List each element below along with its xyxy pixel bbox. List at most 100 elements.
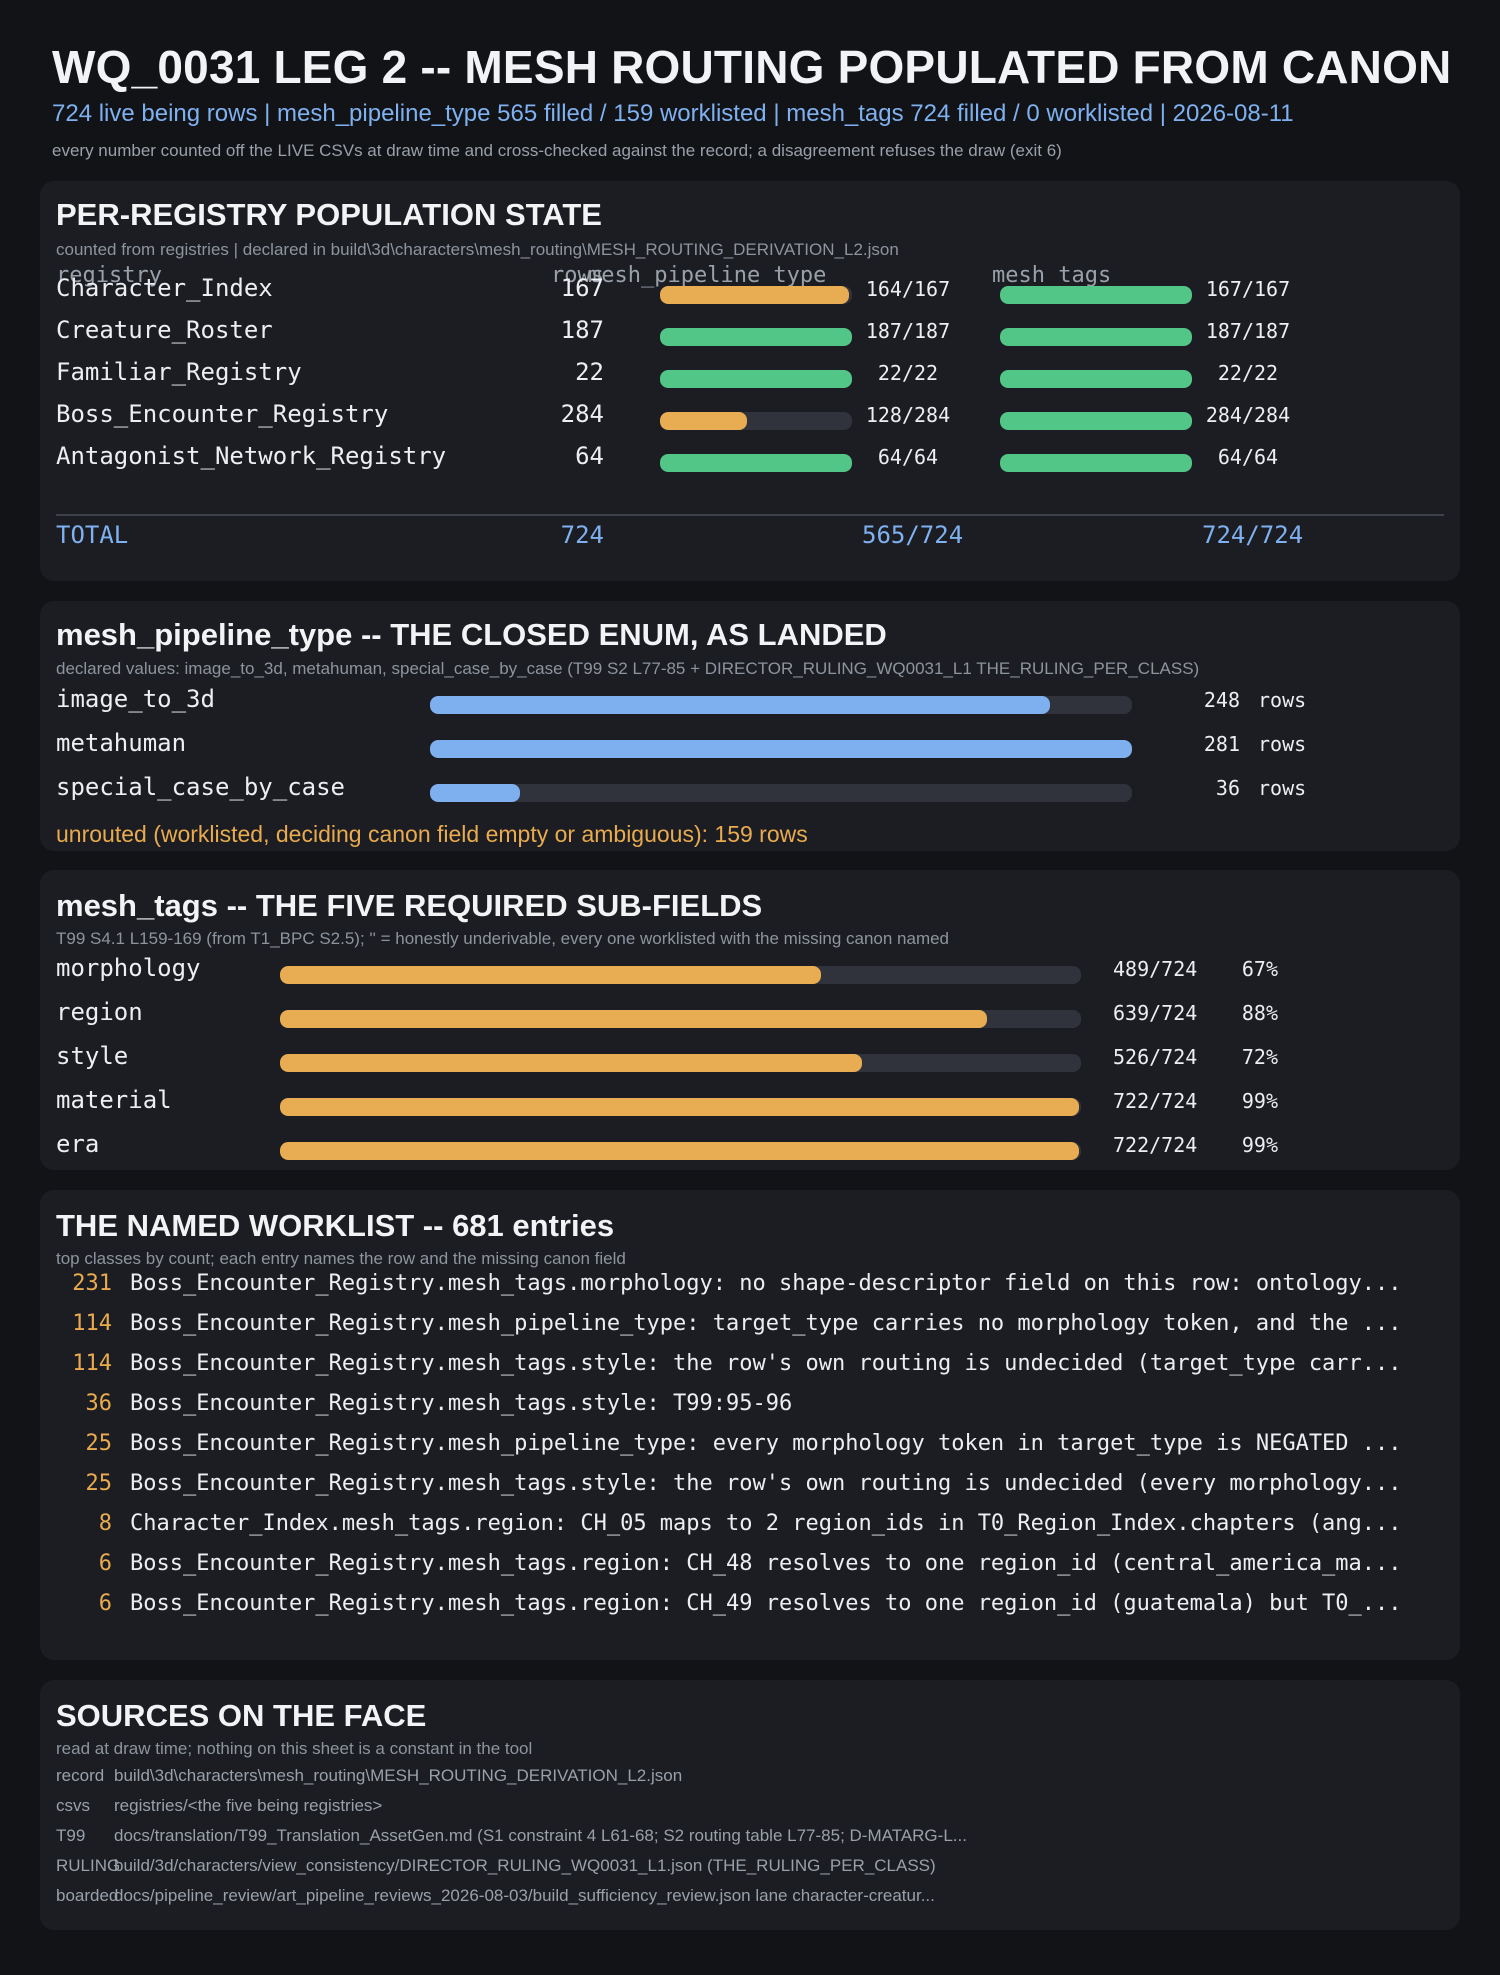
enum-panel-subtitle: declared values: image_to_3d, metahuman,… [56, 659, 1200, 678]
worklist-entry: Boss_Encounter_Registry.mesh_tags.style:… [130, 1391, 793, 1416]
tags-bar-track [1000, 412, 1192, 430]
worklist-panel-title: THE NAMED WORKLIST -- 681 entries [56, 1208, 615, 1243]
registry-name: Creature_Roster [56, 316, 273, 344]
source-value: docs/translation/T99_Translation_AssetGe… [114, 1826, 967, 1845]
enum-label: special_case_by_case [56, 773, 345, 801]
tag-field-label: era [56, 1130, 100, 1158]
worklist-count: 6 [98, 1551, 112, 1576]
total-divider [56, 514, 1444, 516]
col-header-rows: rows [551, 263, 604, 288]
pipeline-bar-label: 128/284 [865, 403, 951, 427]
worklist-entry: Boss_Encounter_Registry.mesh_pipeline_ty… [130, 1431, 1402, 1456]
registry-name: Familiar_Registry [56, 358, 302, 386]
worklist-entry: Boss_Encounter_Registry.mesh_tags.region… [130, 1551, 1402, 1576]
enum-bar-fill [430, 740, 1132, 758]
worklist-entry: Boss_Encounter_Registry.mesh_tags.style:… [130, 1471, 1402, 1496]
total-pipeline: 565/724 [862, 521, 964, 549]
tag-bar-track [280, 1010, 1081, 1028]
worklist-entry: Boss_Encounter_Registry.mesh_pipeline_ty… [130, 1311, 1402, 1336]
enum-bar-track [430, 740, 1132, 758]
tags-bar-fill [1000, 412, 1192, 430]
source-value: build\3d\characters\mesh_routing\MESH_RO… [114, 1766, 683, 1785]
tag-count: 639/724 [1113, 1001, 1198, 1025]
tags-bar-fill [1000, 370, 1192, 388]
source-value: build/3d/characters/view_consistency/DIR… [114, 1856, 936, 1875]
enum-bar-track [430, 784, 1132, 802]
worklist-count: 114 [72, 1311, 112, 1336]
tag-bar-fill [280, 966, 821, 984]
worklist-entry: Boss_Encounter_Registry.mesh_tags.style:… [130, 1351, 1402, 1376]
registry-rows-count: 187 [560, 316, 604, 344]
pipeline-bar-label: 164/167 [865, 277, 951, 301]
registry-name: Boss_Encounter_Registry [56, 400, 389, 428]
enum-unit: rows [1258, 776, 1307, 800]
source-line: RULINGbuild/3d/characters/view_consisten… [56, 1856, 936, 1876]
tags-bar-label: 167/167 [1205, 277, 1291, 301]
source-key: T99 [56, 1826, 86, 1845]
tag-bar-track [280, 966, 1081, 984]
worklist-count: 231 [72, 1271, 112, 1296]
tag-bar-fill [280, 1142, 1079, 1160]
enum-unit: rows [1258, 688, 1307, 712]
pipeline-bar-label: 187/187 [865, 319, 951, 343]
enum-bar-track [430, 696, 1132, 714]
tags-panel: mesh_tags -- THE FIVE REQUIRED SUB-FIELD… [40, 870, 1460, 1170]
enum-label: image_to_3d [56, 685, 215, 713]
unrouted-note: unrouted (worklisted, deciding canon fie… [56, 821, 808, 847]
source-line: T99 docs/translation/T99_Translation_Asse… [56, 1826, 967, 1846]
worklist-count: 8 [98, 1511, 112, 1536]
worklist-entry: Boss_Encounter_Registry.mesh_tags.morpho… [130, 1271, 1402, 1296]
tag-count: 526/724 [1113, 1045, 1198, 1069]
col-header-tags: mesh_tags [992, 263, 1112, 288]
tags-bar-fill [1000, 454, 1192, 472]
worklist-panel-subtitle: top classes by count; each entry names t… [56, 1249, 626, 1268]
registry-name: Character_Index [56, 274, 273, 302]
page-title: WQ_0031 LEG 2 -- MESH ROUTING POPULATED … [52, 41, 1452, 93]
tag-field-label: style [56, 1042, 129, 1070]
tag-bar-fill [280, 1054, 862, 1072]
tags-bar-track [1000, 328, 1192, 346]
registry-rows-count: 64 [575, 442, 604, 470]
tags-bar-label: 284/284 [1205, 403, 1291, 427]
tag-field-label: material [56, 1086, 172, 1114]
worklist-count: 114 [72, 1351, 112, 1376]
source-key: record [56, 1766, 105, 1785]
enum-value: 281 [1203, 732, 1240, 756]
registry-panel-title: PER-REGISTRY POPULATION STATE [56, 197, 602, 232]
pipeline-bar-fill [660, 412, 747, 430]
tag-field-label: region [56, 998, 143, 1026]
tags-bar-fill [1000, 328, 1192, 346]
worklist-count: 6 [98, 1591, 112, 1616]
registry-name: Antagonist_Network_Registry [56, 442, 447, 470]
worklist-entry: Character_Index.mesh_tags.region: CH_05 … [130, 1511, 1402, 1536]
worklist-entry: Boss_Encounter_Registry.mesh_tags.region… [130, 1591, 1402, 1616]
pipeline-bar-track [660, 370, 852, 388]
worklist-panel: THE NAMED WORKLIST -- 681 entries top cl… [40, 1190, 1460, 1660]
registry-rows-count: 22 [575, 358, 604, 386]
col-header-pipeline: mesh_pipeline_type [588, 263, 827, 288]
sources-panel-title: SOURCES ON THE FACE [56, 1698, 427, 1733]
worklist-count: 25 [85, 1431, 113, 1456]
source-key: boarded [56, 1886, 119, 1905]
tag-count: 489/724 [1113, 957, 1198, 981]
sources-panel-subtitle: read at draw time; nothing on this sheet… [56, 1739, 533, 1758]
pipeline-bar-track [660, 328, 852, 346]
tag-percent: 67% [1241, 957, 1278, 981]
tag-bar-track [280, 1054, 1081, 1072]
tag-field-label: morphology [56, 954, 201, 982]
pipeline-bar-track [660, 412, 852, 430]
source-line: record build\3d\characters\mesh_routing\M… [56, 1766, 682, 1786]
pipeline-bar-fill [660, 370, 852, 388]
pipeline-bar-label: 64/64 [877, 445, 939, 469]
col-header-registry: registry [56, 263, 162, 288]
pipeline-bar-track [660, 286, 852, 304]
source-line: boardeddocs/pipeline_review/art_pipeline… [56, 1886, 935, 1906]
page-note: every number counted off the LIVE CSVs a… [52, 141, 1062, 160]
registry-rows-count: 167 [560, 274, 604, 302]
tags-panel-subtitle: T99 S4.1 L159-169 (from T1_BPC S2.5); ''… [56, 929, 950, 948]
tags-panel-title: mesh_tags -- THE FIVE REQUIRED SUB-FIELD… [56, 888, 763, 923]
source-line: csvs registries/<the five being registrie… [56, 1796, 382, 1816]
enum-value: 36 [1215, 776, 1240, 800]
sources-panel: SOURCES ON THE FACE read at draw time; n… [40, 1680, 1460, 1930]
pipeline-bar-track [660, 454, 852, 472]
